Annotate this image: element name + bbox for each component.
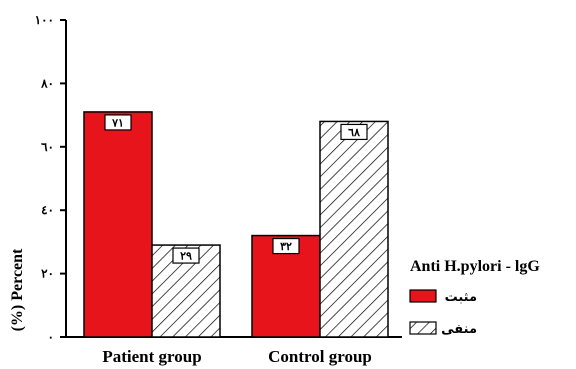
- data-label-box: [272, 237, 300, 255]
- y-tick-label: ٢٠: [41, 267, 54, 281]
- bar: [319, 120, 389, 338]
- data-label-box: [104, 114, 132, 131]
- data-label: ٣٢: [280, 240, 292, 253]
- data-label: ٦٨: [348, 126, 360, 139]
- legend-swatch: [409, 321, 437, 335]
- legend-swatch: [409, 289, 437, 303]
- legend-label: منفی: [441, 322, 477, 337]
- category-label: Patient group: [102, 347, 201, 366]
- y-tick-label: ٠: [48, 330, 54, 344]
- category-label: Control group: [268, 347, 372, 366]
- data-label: ٢٩: [180, 250, 192, 263]
- y-tick-label: ٤٠: [41, 203, 54, 217]
- data-label-box: [340, 123, 368, 141]
- legend-label: مثبت: [445, 290, 477, 305]
- y-tick-label: ١٠٠: [35, 13, 54, 27]
- data-label: ٧١: [111, 116, 124, 129]
- data-label-box: [172, 247, 200, 264]
- bar: [83, 111, 153, 338]
- legend-title: Anti H.pylori - lgG: [410, 258, 540, 275]
- y-axis-title: (%) Percent: [9, 248, 26, 331]
- y-tick-label: ٨٠: [40, 76, 54, 90]
- y-tick-label: ٦٠: [41, 140, 54, 154]
